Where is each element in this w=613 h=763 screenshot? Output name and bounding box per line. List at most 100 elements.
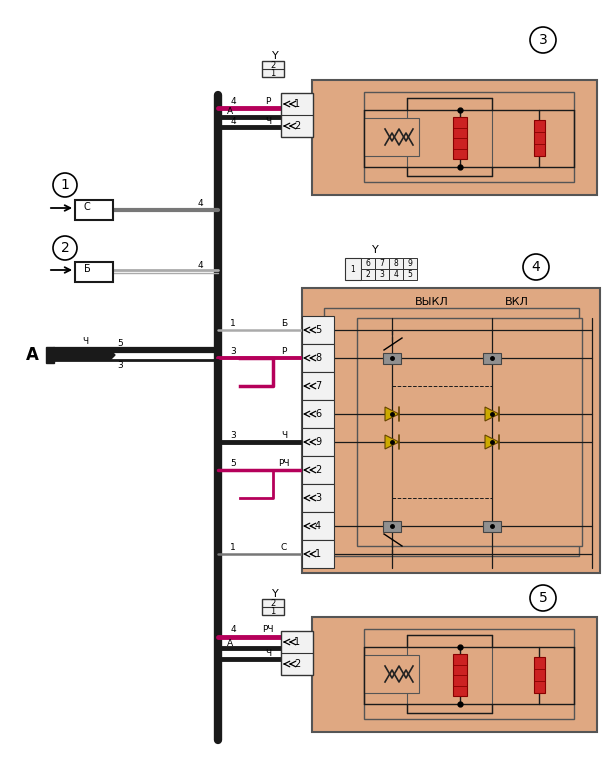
- Bar: [302, 484, 334, 512]
- Bar: [364, 92, 574, 182]
- Bar: [533, 120, 544, 156]
- Text: Ч: Ч: [82, 337, 88, 346]
- Text: 1: 1: [351, 265, 356, 273]
- Bar: [403, 258, 417, 269]
- Bar: [302, 512, 334, 540]
- Text: 4: 4: [394, 270, 398, 279]
- Text: 5: 5: [117, 340, 123, 349]
- Bar: [407, 635, 492, 713]
- Bar: [281, 631, 313, 675]
- Text: 2: 2: [294, 121, 300, 131]
- Text: 2: 2: [315, 465, 321, 475]
- Text: 5: 5: [539, 591, 547, 605]
- Text: 2: 2: [365, 270, 370, 279]
- Text: Р: Р: [265, 96, 271, 105]
- Text: 1: 1: [230, 543, 236, 552]
- Text: 9: 9: [408, 259, 413, 268]
- Bar: [483, 353, 501, 363]
- Text: 7: 7: [379, 259, 384, 268]
- Text: А: А: [227, 108, 233, 117]
- Polygon shape: [54, 350, 115, 360]
- Text: 4: 4: [197, 199, 203, 208]
- Bar: [375, 269, 389, 280]
- Bar: [407, 98, 492, 176]
- Bar: [357, 318, 582, 546]
- Text: А: А: [227, 639, 233, 648]
- Polygon shape: [485, 407, 499, 421]
- Text: РЧ: РЧ: [278, 459, 290, 468]
- Bar: [483, 520, 501, 532]
- Text: 2: 2: [294, 659, 300, 669]
- Bar: [75, 262, 113, 282]
- Text: Р: Р: [281, 347, 287, 356]
- Text: 2: 2: [270, 598, 276, 607]
- Text: 4: 4: [315, 521, 321, 531]
- Text: Y: Y: [371, 245, 378, 255]
- Bar: [403, 269, 417, 280]
- Text: ВЫКЛ: ВЫКЛ: [415, 297, 449, 307]
- Text: С: С: [281, 543, 287, 552]
- Text: Ч: Ч: [281, 432, 287, 440]
- Bar: [361, 269, 375, 280]
- Text: Ч: Ч: [265, 117, 271, 125]
- Text: С: С: [83, 202, 90, 212]
- Text: РЧ: РЧ: [262, 626, 274, 635]
- Text: 3: 3: [379, 270, 384, 279]
- Text: 2: 2: [61, 241, 69, 255]
- Text: Y: Y: [272, 51, 278, 61]
- Bar: [312, 617, 597, 732]
- Bar: [46, 347, 54, 363]
- Text: Y: Y: [272, 589, 278, 599]
- Polygon shape: [485, 435, 499, 449]
- Text: 6: 6: [315, 409, 321, 419]
- Text: 1: 1: [294, 99, 300, 109]
- Bar: [453, 654, 467, 696]
- Text: 8: 8: [315, 353, 321, 363]
- Bar: [389, 258, 403, 269]
- Bar: [364, 629, 574, 719]
- Bar: [345, 258, 361, 280]
- Bar: [364, 118, 419, 156]
- Text: 3: 3: [230, 432, 236, 440]
- Bar: [302, 428, 334, 456]
- Text: 4: 4: [230, 96, 236, 105]
- Bar: [383, 353, 401, 363]
- Text: Ч: Ч: [265, 649, 271, 658]
- Bar: [302, 344, 334, 372]
- Text: 7: 7: [315, 381, 321, 391]
- Bar: [375, 258, 389, 269]
- Text: 3: 3: [315, 493, 321, 503]
- Bar: [361, 258, 375, 269]
- Bar: [533, 657, 544, 693]
- Bar: [453, 117, 467, 159]
- Bar: [364, 655, 419, 693]
- Bar: [302, 288, 600, 573]
- Text: 6: 6: [365, 259, 370, 268]
- Bar: [302, 540, 334, 568]
- Text: ВКЛ: ВКЛ: [505, 297, 529, 307]
- Bar: [383, 520, 401, 532]
- Polygon shape: [385, 407, 399, 421]
- Bar: [281, 93, 313, 137]
- Text: 5: 5: [315, 325, 321, 335]
- Text: 1: 1: [230, 320, 236, 329]
- Text: 5: 5: [408, 270, 413, 279]
- Text: 4: 4: [531, 260, 541, 274]
- Text: Б: Б: [281, 320, 287, 329]
- Text: A: A: [26, 346, 39, 364]
- Bar: [302, 316, 334, 344]
- Text: 4: 4: [230, 117, 236, 125]
- Text: 4: 4: [230, 626, 236, 635]
- Bar: [389, 269, 403, 280]
- Polygon shape: [385, 435, 399, 449]
- Text: 8: 8: [394, 259, 398, 268]
- Bar: [302, 400, 334, 428]
- Bar: [312, 80, 597, 195]
- Bar: [262, 599, 284, 615]
- Bar: [302, 372, 334, 400]
- Text: 2: 2: [270, 60, 276, 69]
- Bar: [324, 308, 579, 556]
- Text: 4: 4: [197, 260, 203, 269]
- Text: 3: 3: [117, 362, 123, 371]
- Text: Б: Б: [83, 264, 90, 274]
